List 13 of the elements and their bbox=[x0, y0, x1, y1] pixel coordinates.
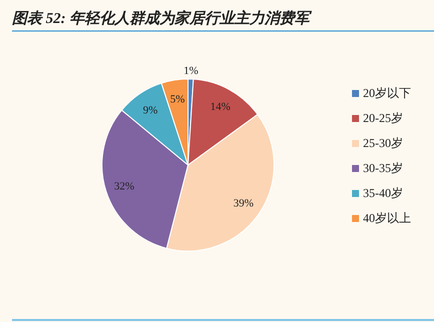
legend-label: 25-30岁 bbox=[363, 136, 403, 150]
legend-label: 20岁以下 bbox=[363, 86, 411, 100]
legend-label: 30-35岁 bbox=[363, 161, 403, 175]
legend-label: 35-40岁 bbox=[363, 186, 403, 200]
chart-title: 图表 52: 年轻化人群成为家居行业主力消费军 bbox=[12, 9, 312, 27]
data-label: 9% bbox=[142, 104, 158, 117]
data-label: 14% bbox=[210, 101, 230, 114]
legend-label: 40岁以上 bbox=[363, 211, 411, 225]
legend-label: 20-25岁 bbox=[363, 111, 403, 125]
data-label: 32% bbox=[114, 180, 134, 193]
data-label: 5% bbox=[170, 94, 185, 106]
data-label: 39% bbox=[233, 198, 254, 210]
data-label: 1% bbox=[184, 65, 198, 78]
